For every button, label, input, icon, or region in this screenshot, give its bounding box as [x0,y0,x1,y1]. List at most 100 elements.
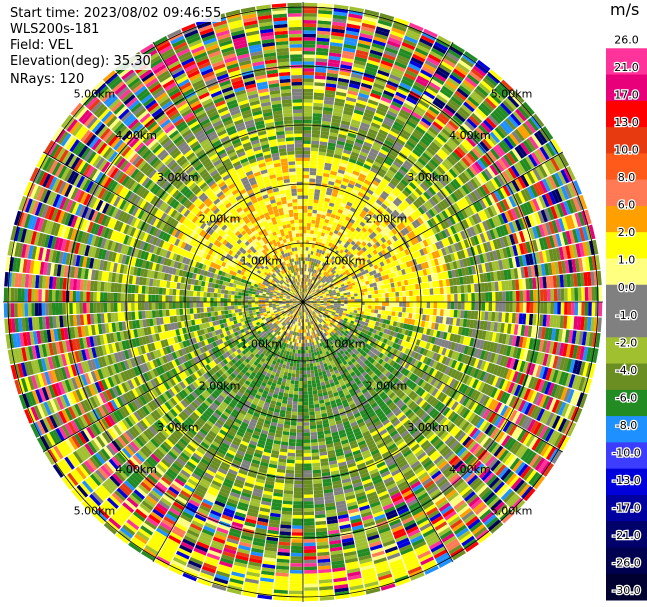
velocity-gate [423,62,437,73]
velocity-gate [364,9,380,16]
velocity-gate [310,369,315,374]
velocity-gate [431,156,442,166]
velocity-gate [361,166,370,174]
velocity-gate [331,24,346,31]
velocity-gate [319,276,323,281]
velocity-gate [330,303,334,306]
velocity-gate [340,297,345,300]
velocity-gate [350,293,355,297]
velocity-gate [469,236,477,247]
velocity-gate [463,284,468,293]
velocity-gate [378,276,383,282]
velocity-gate [303,174,310,179]
velocity-gate [359,221,366,227]
velocity-gate [312,289,316,293]
velocity-gate [384,274,390,280]
velocity-gate [365,66,378,73]
velocity-gate [340,241,346,247]
velocity-gate [337,256,342,261]
velocity-gate [466,117,478,129]
velocity-gate [502,236,509,247]
velocity-gate [333,277,338,282]
velocity-gate [388,214,395,222]
velocity-gate [347,16,362,23]
velocity-gate [357,232,363,238]
velocity-gate [478,185,488,197]
velocity-gate [303,205,308,210]
velocity-gate [317,276,322,280]
velocity-gate [502,224,509,236]
velocity-gate [313,234,318,239]
velocity-gate [337,271,342,276]
velocity-gate [332,252,338,258]
velocity-gate [407,266,413,274]
velocity-gate [437,35,452,46]
velocity-gate [313,230,318,235]
velocity-gate [378,297,383,302]
velocity-gate [340,295,345,298]
velocity-gate [372,192,380,199]
velocity-gate [349,258,354,263]
velocity-gate [326,76,338,82]
velocity-gate [366,242,373,248]
velocity-gate [456,62,470,74]
velocity-gate [450,180,459,191]
velocity-gate [322,113,332,119]
velocity-gate [378,129,389,137]
velocity-gate [321,179,329,185]
velocity-gate [313,199,319,204]
velocity-gate [328,220,334,225]
velocity-gate [363,260,369,266]
velocity-gate [303,50,316,55]
velocity-gate [425,189,434,198]
velocity-gate [341,260,347,266]
velocity-gate [405,261,411,268]
velocity-gate [310,292,314,296]
velocity-gate [364,255,370,261]
velocity-gate [303,219,307,223]
velocity-gate [461,184,470,195]
velocity-gate [392,248,398,255]
velocity-gate [374,277,380,283]
velocity-gate [319,137,329,143]
velocity-gate [446,101,459,112]
velocity-gate [598,286,603,301]
velocity-gate [339,258,345,263]
velocity-gate [368,151,378,158]
velocity-gate [358,154,367,161]
velocity-gate [430,295,434,302]
velocity-gate [314,227,319,232]
velocity-gate [328,52,342,58]
velocity-gate [436,94,448,104]
velocity-gate [335,175,343,181]
velocity-gate [389,250,395,257]
velocity-gate [531,134,542,148]
velocity-gate [490,178,500,190]
velocity-gate [362,76,375,83]
velocity-gate [402,176,411,184]
velocity-gate [356,313,361,317]
velocity-gate [306,281,309,286]
velocity-gate [346,308,351,312]
velocity-gate [314,286,318,290]
velocity-gate [449,74,462,85]
velocity-gate [344,171,352,177]
velocity-gate [452,68,466,79]
velocity-gate [526,171,536,184]
velocity-gate [388,273,393,279]
velocity-gate [458,174,467,185]
velocity-gate [394,260,400,266]
velocity-gate [366,102,378,110]
velocity-gate [598,302,603,317]
velocity-gate [325,86,337,92]
velocity-gate [458,59,472,71]
velocity-gate [340,120,351,126]
velocity-gate [405,32,420,41]
velocity-gate [307,285,310,290]
velocity-gate [384,46,399,55]
velocity-gate [417,206,426,215]
velocity-gate [381,177,390,185]
velocity-gate [309,291,313,295]
velocity-gate [376,272,382,278]
velocity-gate [400,212,407,220]
